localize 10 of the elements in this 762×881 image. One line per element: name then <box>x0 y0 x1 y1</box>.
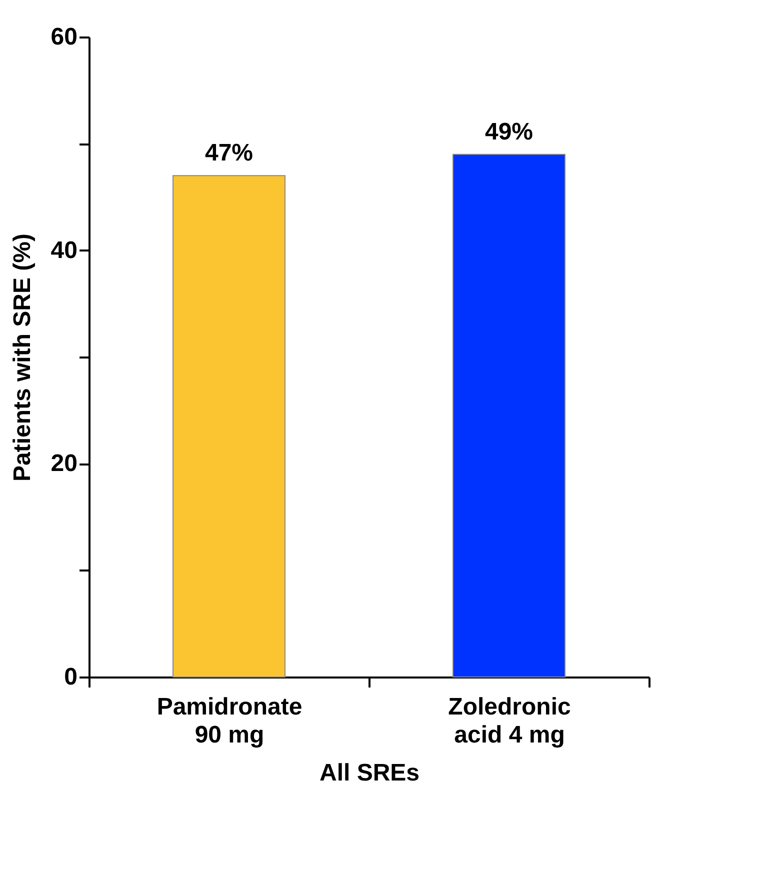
data-label: 49% <box>484 118 534 146</box>
data-label: 47% <box>204 140 254 167</box>
y-axis-title: Patients with SRE (%) <box>8 233 36 482</box>
x-tick-label: Pamidronate 90 mg <box>156 694 302 748</box>
y-tick-label: 60 <box>50 24 78 50</box>
y-tick-label: 0 <box>64 664 78 690</box>
y-tick-label: 20 <box>50 450 78 478</box>
y-tick-label: 40 <box>50 236 78 264</box>
x-tick-label: Zoledronic acid 4 mg <box>448 694 571 748</box>
x-axis-title: All SREs <box>319 760 420 786</box>
